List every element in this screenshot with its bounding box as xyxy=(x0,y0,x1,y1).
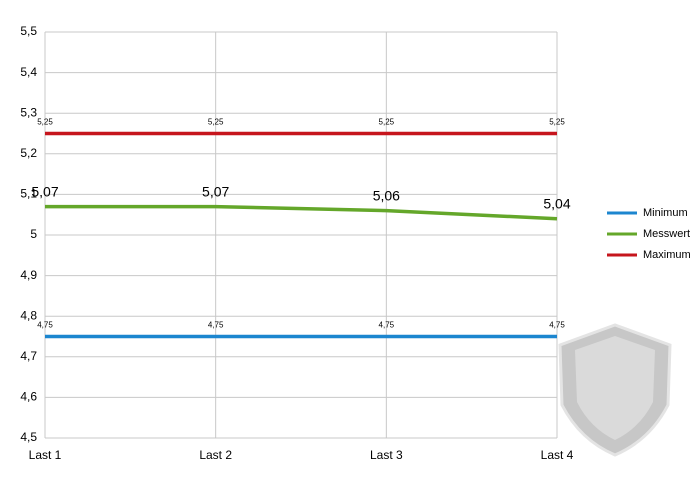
data-label: 4,75 xyxy=(549,321,565,330)
data-label: 4,75 xyxy=(37,321,53,330)
data-label: 5,25 xyxy=(208,118,224,127)
data-label: 5,07 xyxy=(202,183,229,199)
data-label: 4,75 xyxy=(208,321,224,330)
y-tick-label: 5,4 xyxy=(20,65,37,79)
y-tick-label: 4,8 xyxy=(20,308,37,322)
y-tick-label: 5,5 xyxy=(20,24,37,38)
y-tick-label: 4,6 xyxy=(20,390,37,404)
y-tick-label: 5,2 xyxy=(20,146,37,160)
legend-label: Minimum xyxy=(643,207,688,219)
series-line xyxy=(45,204,558,221)
data-label: 5,25 xyxy=(379,118,395,127)
y-tick-label: 5 xyxy=(30,227,37,241)
data-label: 5,07 xyxy=(31,183,58,199)
x-tick-label: Last 4 xyxy=(541,448,574,462)
x-tick-label: Last 3 xyxy=(370,448,403,462)
x-tick-label: Last 1 xyxy=(29,448,62,462)
watermark xyxy=(558,323,672,457)
y-tick-label: 5,1 xyxy=(20,187,37,201)
data-label: 5,04 xyxy=(543,195,570,211)
legend-label: Messwert xyxy=(643,228,690,240)
legend-label: Maximum xyxy=(643,249,691,261)
watermark-inner xyxy=(575,336,655,440)
y-tick-label: 4,9 xyxy=(20,268,37,282)
data-label: 5,06 xyxy=(373,187,400,203)
y-tick-label: 4,5 xyxy=(20,430,37,444)
data-label: 5,25 xyxy=(549,118,565,127)
y-tick-label: 5,3 xyxy=(20,105,37,119)
data-label: 4,75 xyxy=(379,321,395,330)
data-label: 5,25 xyxy=(37,118,53,127)
x-tick-label: Last 2 xyxy=(199,448,232,462)
y-tick-label: 4,7 xyxy=(20,349,37,363)
